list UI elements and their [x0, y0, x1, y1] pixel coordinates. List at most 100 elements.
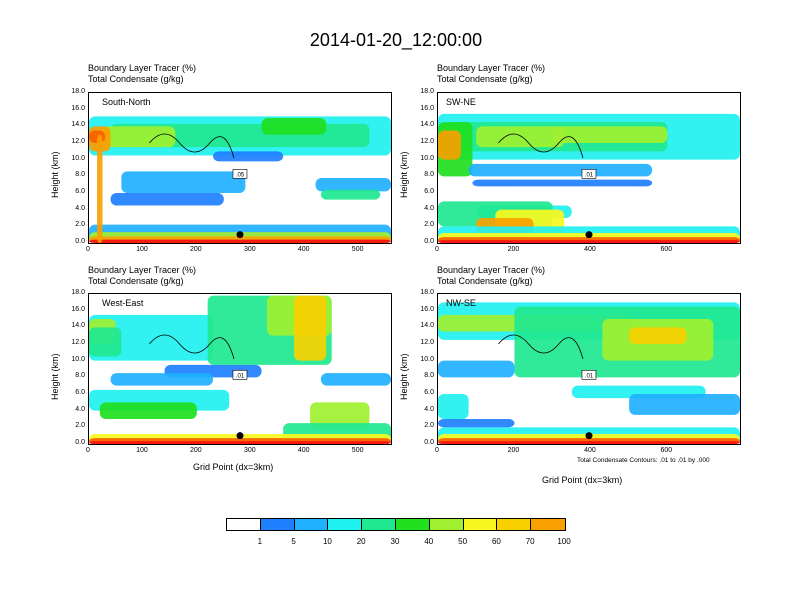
- panel-title-tracer: Boundary Layer Tracer (%): [437, 63, 546, 73]
- y-tick-label: 6.0: [75, 389, 85, 396]
- y-tick-label: 8.0: [75, 171, 85, 179]
- field-region: [320, 373, 391, 386]
- y-tick-label: 10.0: [71, 154, 85, 162]
- field-region: [438, 130, 461, 160]
- colorbar-swatch: [227, 519, 261, 530]
- plot-area: .01: [88, 293, 392, 445]
- x-tick-label: 500: [351, 447, 364, 454]
- field-region: [97, 134, 103, 243]
- y-tick-label: 4.0: [75, 204, 85, 212]
- colorbar-swatch: [497, 519, 532, 530]
- panel-label: SW-NE: [446, 97, 476, 107]
- y-axis-label: Height (km): [50, 151, 60, 198]
- field-region: [438, 394, 469, 419]
- y-tick-label: 18.0: [71, 88, 85, 95]
- y-tick-label: 16.0: [420, 104, 434, 112]
- colorbar-swatch: [294, 519, 329, 530]
- y-tick-label: 12.0: [71, 339, 85, 346]
- y-tick-label: 0.0: [424, 439, 434, 446]
- field-region: [89, 239, 391, 243]
- colorbar-label: 50: [458, 537, 468, 546]
- x-tick-label: 200: [190, 447, 202, 454]
- colorbar-label: 10: [322, 537, 332, 546]
- field-region: [99, 402, 197, 419]
- plot-area: .01: [437, 293, 741, 445]
- x-tick-label: 100: [136, 246, 148, 253]
- x-tick-label: 300: [243, 246, 256, 253]
- y-tick-label: 4.0: [424, 405, 434, 413]
- contour-note: Total Condensate Contours: .01 to .01 by…: [577, 457, 710, 464]
- colorbar-label: 100: [557, 537, 571, 546]
- colorbar-label: 5: [291, 537, 296, 546]
- panel-title-tracer: Boundary Layer Tracer (%): [437, 265, 546, 275]
- field-region: [89, 327, 122, 357]
- y-tick-label: 2.0: [424, 221, 434, 229]
- heatmap-svg: .01: [89, 295, 391, 444]
- y-tick-label: 16.0: [71, 104, 85, 112]
- svg-text:.05: .05: [236, 172, 245, 178]
- colorbar-label: 60: [491, 537, 501, 546]
- x-tick-label: 100: [136, 447, 148, 454]
- contour-label: .01: [232, 370, 248, 380]
- field-region: [213, 151, 284, 162]
- station-marker: [585, 231, 593, 239]
- field-region: [438, 360, 515, 378]
- field-region: [110, 373, 214, 386]
- x-tick-label: 0: [86, 447, 90, 454]
- field-region: [293, 295, 327, 361]
- field-region: [629, 394, 740, 415]
- x-tick-label: 400: [297, 246, 310, 253]
- colorbar-swatch: [463, 519, 498, 530]
- panel-title-condensate: Total Condensate (g/kg): [88, 74, 184, 84]
- x-tick-label: 200: [507, 246, 520, 253]
- field-region: [310, 402, 370, 428]
- colorbar-swatch: [362, 519, 396, 530]
- field-region: [438, 240, 740, 243]
- x-tick-label: 200: [507, 447, 520, 454]
- plot-area: .05: [88, 92, 392, 244]
- field-region: [320, 189, 381, 200]
- panel-label: West-East: [102, 298, 144, 308]
- y-tick-label: 14.0: [71, 322, 85, 330]
- station-marker: [585, 432, 593, 440]
- heatmap-svg: .01: [438, 302, 740, 444]
- contour-label: .01: [581, 370, 597, 380]
- plot-area: .01: [437, 92, 741, 244]
- y-tick-label: 16.0: [420, 305, 434, 313]
- y-tick-label: 2.0: [75, 221, 85, 229]
- y-tick-label: 18.0: [420, 88, 434, 95]
- field-region: [629, 327, 687, 344]
- y-tick-label: 8.0: [75, 372, 85, 380]
- x-tick-label: 200: [190, 246, 202, 253]
- field-region: [315, 178, 391, 192]
- colorbar-swatch: [260, 519, 295, 530]
- y-tick-label: 10.0: [420, 154, 434, 162]
- colorbar-label: 20: [356, 537, 366, 546]
- panel-title-tracer: Boundary Layer Tracer (%): [88, 265, 197, 275]
- colorbar: [226, 518, 566, 531]
- y-tick-label: 8.0: [424, 171, 434, 179]
- x-tick-label: 0: [435, 246, 439, 253]
- panel-label: NW-SE: [446, 298, 476, 308]
- panel-title-condensate: Total Condensate (g/kg): [437, 74, 533, 84]
- panel-title-condensate: Total Condensate (g/kg): [88, 276, 184, 286]
- y-tick-label: 14.0: [420, 121, 434, 129]
- panel-label: South-North: [102, 97, 151, 107]
- y-tick-label: 18.0: [71, 289, 85, 296]
- y-tick-label: 10.0: [420, 355, 434, 363]
- panel-title-tracer: Boundary Layer Tracer (%): [88, 63, 197, 73]
- heatmap-svg: .01: [438, 113, 740, 243]
- contour-line: [498, 334, 584, 360]
- y-tick-label: 4.0: [424, 204, 434, 212]
- y-tick-label: 14.0: [420, 322, 434, 330]
- y-tick-label: 14.0: [71, 121, 85, 129]
- y-axis-label: Height (km): [399, 151, 409, 198]
- panel-title-condensate: Total Condensate (g/kg): [437, 276, 533, 286]
- figure-title: 2014-01-20_12:00:00: [309, 30, 483, 50]
- colorbar-label: 70: [525, 537, 535, 546]
- contour-line: [498, 133, 584, 159]
- contour-label: .01: [581, 169, 597, 179]
- field-region: [89, 441, 391, 444]
- x-tick-label: 500: [351, 246, 364, 253]
- heatmap-svg: .05: [89, 116, 391, 243]
